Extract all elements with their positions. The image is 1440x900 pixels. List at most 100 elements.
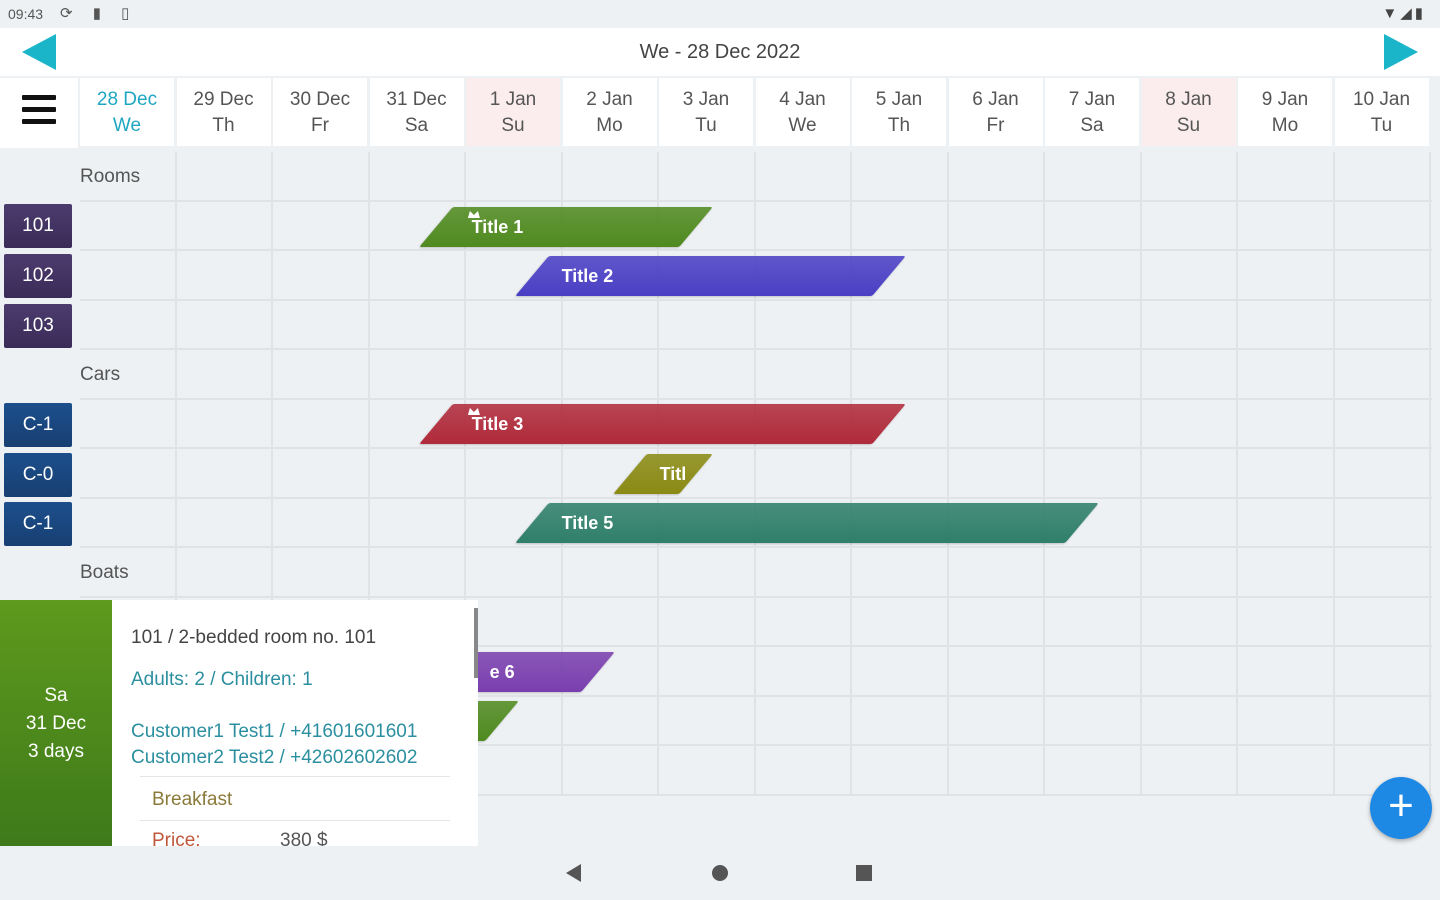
booking-title: Titl [659, 464, 687, 484]
booking-title: Title 5 [561, 513, 614, 533]
day-header[interactable]: 10 Jan Tu [1334, 78, 1429, 146]
day-date: 2 Jan [586, 89, 633, 110]
booking-summary-panel[interactable]: Sa 31 Dec 3 days [0, 600, 112, 846]
resource-room-101[interactable]: 101 [4, 204, 72, 248]
grid-column-line [1332, 152, 1335, 795]
day-weekday: We [112, 115, 142, 136]
customer-2-detail[interactable]: Customer2 Test2 / +42602602602 [131, 747, 418, 768]
grid-row-line [80, 595, 1432, 598]
day-header[interactable]: 29 Dec Th [176, 78, 271, 146]
day-date: 28 Dec [96, 89, 158, 110]
grid-column-line [367, 152, 370, 795]
grid-row-line [80, 546, 1432, 548]
grid-column-line [464, 152, 466, 795]
day-weekday: Th [212, 115, 235, 136]
back-icon[interactable] [566, 864, 581, 882]
grid-column-line [560, 152, 563, 795]
day-weekday: Mo [596, 115, 623, 136]
day-weekday: Tu [695, 115, 717, 136]
grid-column-line [850, 152, 852, 795]
resource-car[interactable]: C-1 [4, 403, 72, 447]
extra-service: Breakfast [152, 789, 233, 810]
grid-row-line [80, 447, 1432, 449]
summary-weekday: Sa [44, 685, 68, 706]
booking-bar[interactable]: Title 2 [515, 256, 906, 296]
resource-car[interactable]: C-1 [4, 502, 72, 546]
customer-1-detail[interactable]: Customer1 Test1 / +41601601601 [131, 721, 418, 742]
booking-bar[interactable]: Title 1 [419, 207, 713, 247]
popup-scrollbar[interactable] [474, 608, 478, 678]
menu-button[interactable] [0, 78, 78, 148]
day-header[interactable]: 3 Jan Tu [659, 78, 753, 146]
booking-title: Title 2 [561, 266, 614, 286]
day-header[interactable]: 1 Jan Su [466, 78, 560, 146]
day-date: 4 Jan [779, 89, 826, 110]
day-date: 3 Jan [682, 89, 730, 110]
price-label: Price: [152, 830, 201, 846]
day-header[interactable]: 31 Dec Sa [369, 78, 464, 146]
day-header[interactable]: 2 Jan Mo [562, 78, 657, 146]
home-icon[interactable] [712, 865, 728, 881]
next-arrow-icon[interactable] [1384, 34, 1418, 70]
day-weekday: Fr [311, 115, 329, 136]
day-weekday: Tu [1370, 115, 1393, 136]
day-date: 31 Dec [386, 89, 447, 110]
day-date: 29 Dec [193, 89, 254, 110]
day-header[interactable]: 8 Jan Su [1141, 78, 1236, 146]
day-header[interactable]: 5 Jan Th [852, 78, 946, 146]
grid-row-line [80, 249, 1432, 251]
recents-icon[interactable] [856, 865, 872, 881]
grid-column-line [1429, 152, 1431, 795]
day-header[interactable]: 9 Jan Mo [1238, 78, 1332, 146]
grid-row-line [80, 348, 1432, 350]
summary-date: 31 Dec [25, 713, 87, 734]
day-header[interactable]: 4 Jan We [755, 78, 850, 146]
booking-bar[interactable]: Title 5 [515, 503, 1099, 543]
room-detail: 101 / 2-bedded room no. 101 [131, 627, 377, 648]
grid-column-line [753, 152, 756, 795]
grid-row-line [80, 744, 1432, 746]
resource-car[interactable]: C-0 [4, 453, 72, 497]
previous-arrow-icon[interactable] [22, 34, 56, 70]
booking-title: e 6 [489, 662, 515, 682]
divider [140, 776, 450, 777]
day-weekday: Fr [986, 115, 1005, 136]
grid-column-line [174, 152, 177, 795]
system-icons: ▼◢▮ [1382, 5, 1426, 22]
day-date: 5 Jan [875, 89, 923, 110]
clock: 09:43 [8, 6, 44, 22]
booking-title: Title 1 [471, 217, 524, 237]
grid-row-line [80, 694, 1432, 697]
day-header[interactable]: 6 Jan Fr [948, 78, 1043, 146]
day-header[interactable]: 7 Jan Sa [1045, 78, 1139, 146]
day-weekday: We [788, 115, 817, 136]
grid-column-line [1043, 152, 1045, 795]
add-booking-button[interactable]: + [1370, 777, 1432, 839]
resource-room-102[interactable]: 102 [4, 254, 72, 298]
system-navigation-bar [0, 846, 1440, 900]
day-header[interactable]: 30 Dec Fr [273, 78, 367, 146]
status-bar: 09:43 ⟳ ▮ ▯ ▼◢▮ [0, 0, 1440, 28]
group-label-cars: Cars [80, 364, 121, 385]
day-weekday: Su [1176, 115, 1201, 136]
hamburger-icon-bar [22, 119, 56, 124]
grid-column-line [1236, 152, 1238, 795]
day-date: 10 Jan [1352, 89, 1411, 110]
day-header[interactable]: 28 Dec We [80, 78, 174, 146]
day-date: 8 Jan [1165, 89, 1212, 110]
grid-column-line [946, 152, 949, 795]
resource-room-103[interactable]: 103 [4, 304, 72, 348]
group-label-boats: Boats [80, 562, 129, 583]
group-label-rooms: Rooms [80, 166, 141, 187]
price-value: 380 $ [280, 830, 328, 846]
day-date: 30 Dec [289, 89, 351, 110]
grid-column-line [1139, 152, 1142, 795]
day-weekday: Sa [404, 115, 429, 136]
current-date-title[interactable]: We - 28 Dec 2022 [639, 41, 801, 63]
grid-column-line [271, 152, 273, 795]
booking-bar[interactable]: Title 3 [419, 404, 906, 444]
booking-details-popup[interactable]: 101 / 2-bedded room no. 101 Adults: 2 / … [112, 600, 478, 846]
date-header: We - 28 Dec 2022 [0, 28, 1440, 76]
day-weekday: Th [887, 115, 911, 136]
day-date: 7 Jan [1068, 89, 1116, 110]
